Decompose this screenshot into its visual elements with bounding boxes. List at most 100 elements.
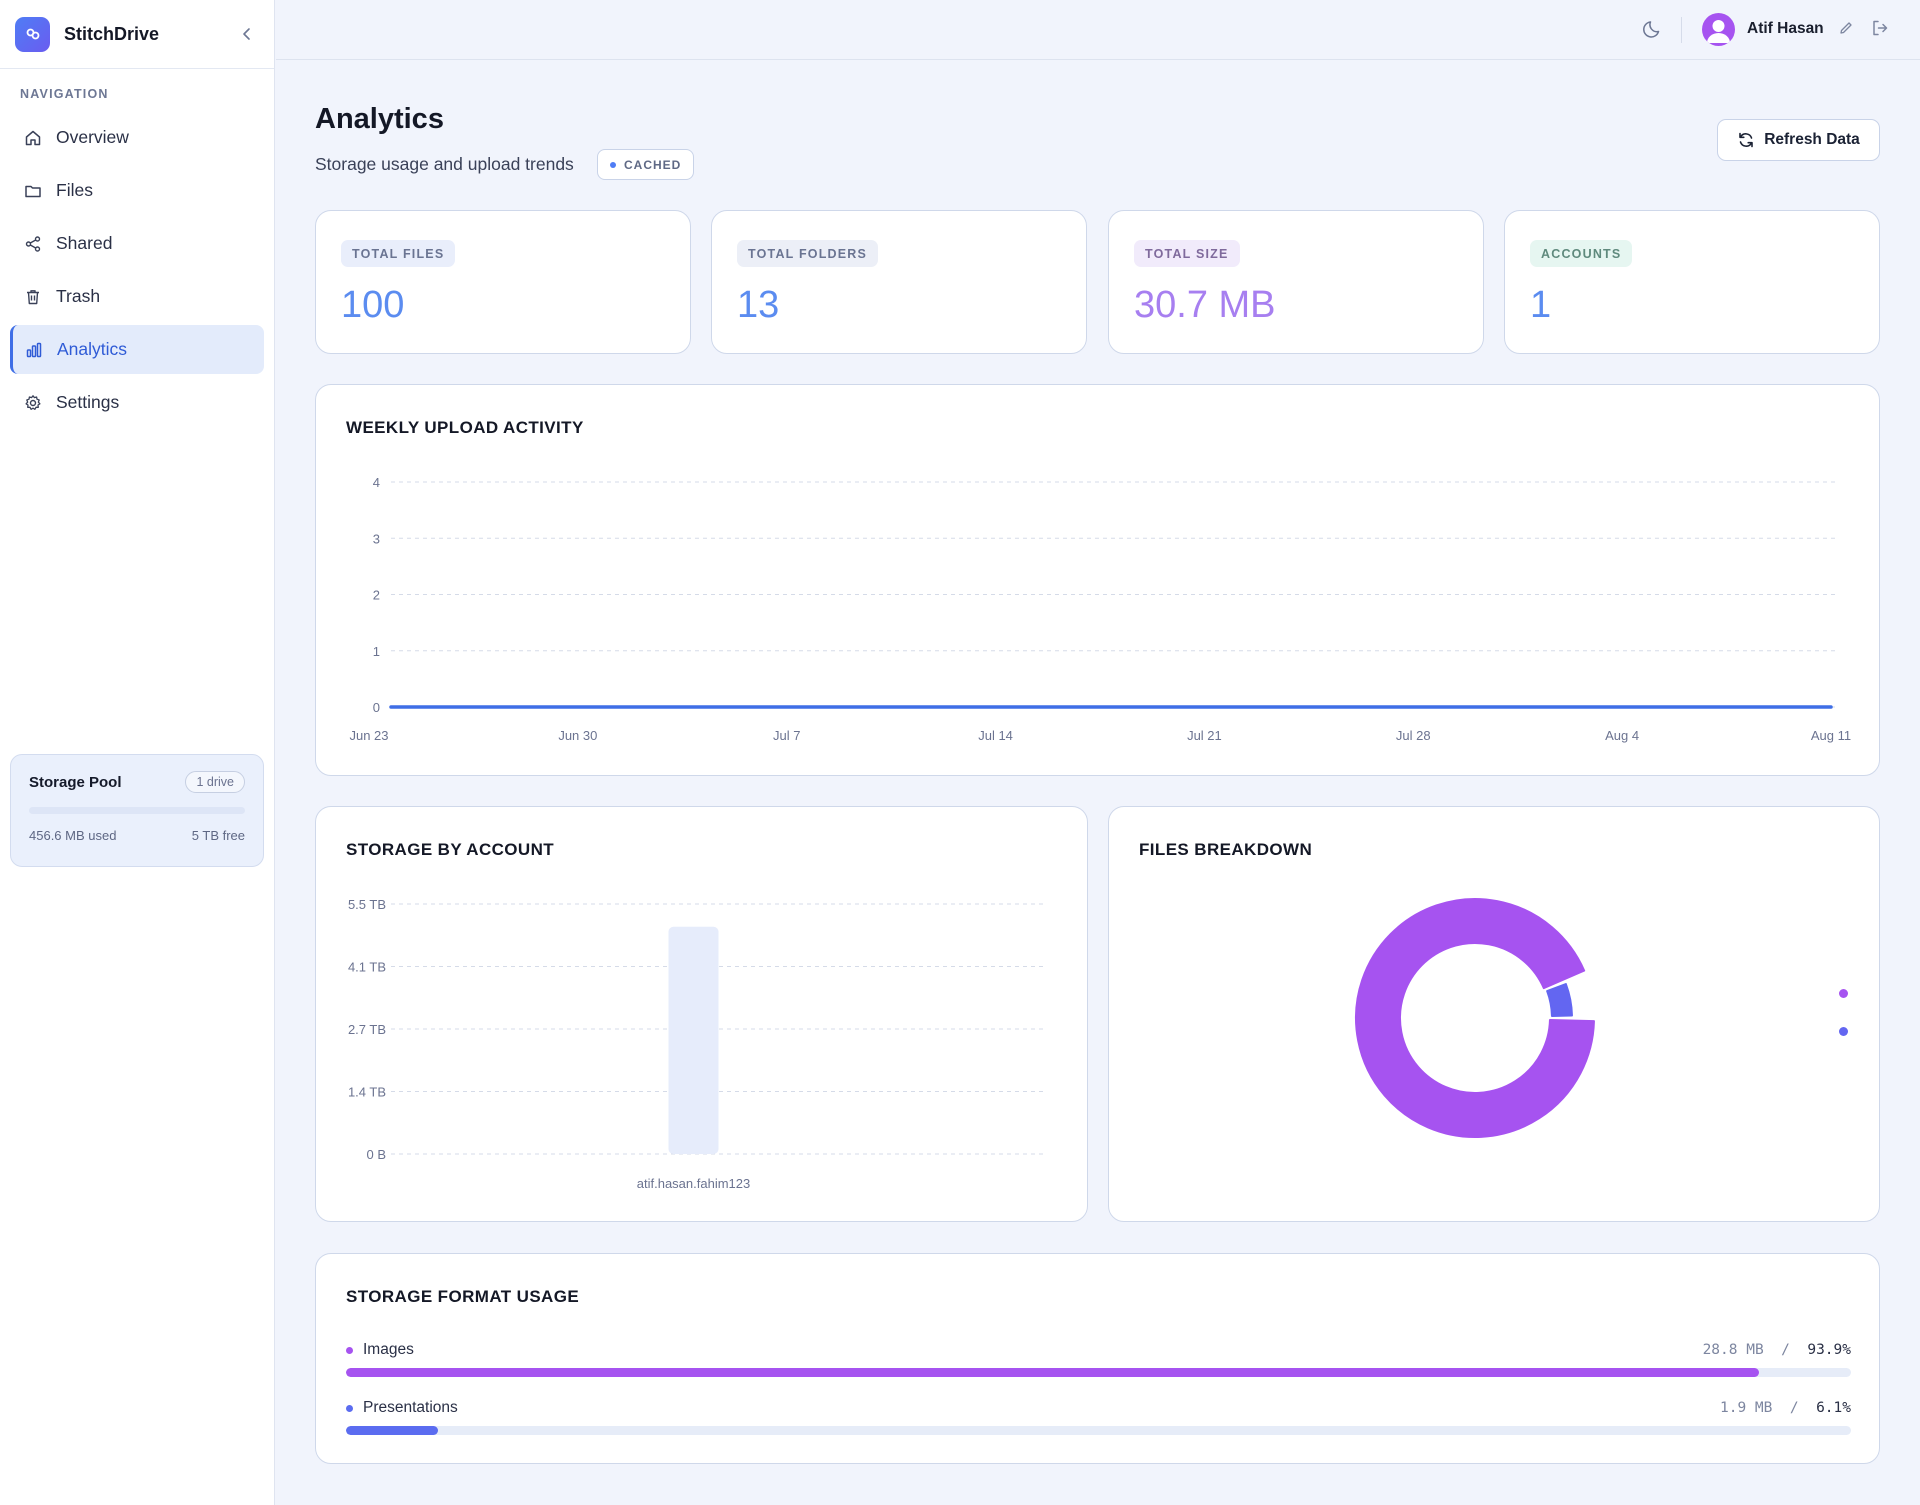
- moon-icon: [1643, 21, 1660, 38]
- sidebar-item-label: Shared: [56, 233, 113, 253]
- sidebar-item-label: Analytics: [57, 339, 128, 359]
- sidebar-item-label: Overview: [56, 127, 129, 147]
- format-progress-fill: [346, 1368, 1760, 1377]
- top-bar: Atif Hasan: [276, 0, 1920, 60]
- logout-icon: [1873, 20, 1888, 36]
- user-name: Atif Hasan: [1747, 20, 1824, 37]
- page-title: Analytics: [315, 103, 444, 135]
- pencil-icon: [1840, 22, 1852, 34]
- page-subtitle: Storage usage and upload trends: [315, 154, 574, 174]
- divider: [1681, 17, 1682, 43]
- y-tick-label: 4.1 TB: [348, 960, 386, 975]
- card-title: WEEKLY UPLOAD ACTIVITY: [346, 418, 584, 437]
- y-tick-label: 4: [373, 475, 380, 490]
- format-dot: [346, 1346, 353, 1354]
- separator: /: [1781, 1342, 1790, 1358]
- stat-value: 30.7 MB: [1134, 284, 1276, 326]
- edit-profile-button[interactable]: [1838, 20, 1856, 38]
- storage-by-account-card: STORAGE BY ACCOUNT 0 B 1.4 TB 2.7 TB 4.1 TB…: [315, 806, 1088, 1222]
- y-tick-label: 1.4 TB: [348, 1085, 386, 1100]
- bar: [668, 926, 719, 1154]
- y-tick-label: 1: [373, 644, 380, 659]
- logout-button[interactable]: [1870, 18, 1892, 40]
- x-tick-label: Jul 7: [773, 728, 800, 743]
- sidebar-item-shared[interactable]: Shared: [10, 219, 264, 268]
- refresh-data-button[interactable]: Refresh Data: [1717, 119, 1880, 161]
- stat-value: 100: [341, 284, 405, 326]
- cached-badge: CACHED: [597, 149, 695, 180]
- format-dot: [346, 1404, 353, 1412]
- y-tick-label: 3: [373, 531, 380, 546]
- sidebar-item-label: Trash: [56, 286, 101, 306]
- app-name: StitchDrive: [64, 23, 160, 44]
- storage-pool-title: Storage Pool: [29, 773, 122, 791]
- trash-icon: [22, 286, 44, 308]
- storage-format-card: STORAGE FORMAT USAGE Images 28.8 MB / 93…: [315, 1253, 1880, 1464]
- brand-bar: StitchDrive: [0, 0, 274, 69]
- y-tick-label: 2.7 TB: [348, 1022, 386, 1037]
- card-title: FILES BREAKDOWN: [1139, 840, 1313, 859]
- format-name: Presentations: [363, 1399, 458, 1416]
- weekly-upload-card: WEEKLY UPLOAD ACTIVITY 0 1 2 3 4 Jun 23 Jun 30…: [315, 384, 1880, 776]
- x-tick-label: Aug 11: [1811, 728, 1851, 743]
- status-dot: [610, 161, 616, 168]
- collapse-sidebar-button[interactable]: [235, 22, 259, 46]
- theme-toggle-button[interactable]: [1642, 18, 1666, 42]
- sidebar-item-files[interactable]: Files: [10, 166, 264, 215]
- drive-count-badge: 1 drive: [185, 771, 245, 793]
- format-size: 1.9 MB: [1720, 1400, 1773, 1416]
- format-row-presentations: Presentations 1.9 MB / 6.1%: [346, 1398, 1851, 1435]
- legend-dot: [1839, 1027, 1848, 1036]
- format-progress: [346, 1426, 1851, 1435]
- format-row-images: Images 28.8 MB / 93.9%: [346, 1340, 1851, 1377]
- refresh-label: Refresh Data: [1764, 131, 1860, 148]
- y-tick-label: 0: [373, 700, 380, 715]
- legend-dot: [1839, 989, 1848, 998]
- stat-label: TOTAL FILES: [341, 240, 456, 267]
- stat-card-total-size: TOTAL SIZE 30.7 MB: [1108, 210, 1484, 354]
- sidebar-item-overview[interactable]: Overview: [10, 113, 264, 162]
- files-breakdown-chart: [1355, 898, 1595, 1138]
- share-icon: [22, 233, 44, 255]
- storage-pool-progress: [29, 807, 245, 814]
- x-tick-label: atif.hasan.fahim123: [637, 1176, 750, 1191]
- sidebar-item-trash[interactable]: Trash: [10, 272, 264, 321]
- weekly-upload-chart: 0 1 2 3 4 Jun 23 Jun 30 Jul 7 Jul 14 Jul 21 Jul 28…: [349, 475, 1851, 743]
- sidebar-item-analytics[interactable]: Analytics: [10, 325, 264, 374]
- stat-label: TOTAL FOLDERS: [737, 240, 879, 267]
- pie-slice: [1546, 983, 1573, 1017]
- card-title: STORAGE BY ACCOUNT: [346, 840, 555, 859]
- storage-pool-card: Storage Pool 1 drive 456.6 MB used 5 TB …: [10, 754, 264, 867]
- card-title: STORAGE FORMAT USAGE: [346, 1287, 580, 1306]
- format-percent: 6.1%: [1816, 1400, 1851, 1416]
- pie-slice: [1355, 898, 1595, 1138]
- y-tick-label: 5.5 TB: [348, 897, 386, 912]
- stat-label: ACCOUNTS: [1530, 240, 1633, 267]
- format-progress: [346, 1368, 1851, 1377]
- logo-icon: [15, 16, 50, 52]
- y-tick-label: 2: [373, 588, 380, 603]
- sidebar-item-settings[interactable]: Settings: [10, 378, 264, 427]
- x-tick-label: Jul 14: [978, 728, 1013, 743]
- x-tick-label: Jul 21: [1187, 728, 1222, 743]
- folder-icon: [22, 180, 44, 202]
- stat-card-total-files: TOTAL FILES 100: [315, 210, 691, 354]
- chevron-left-icon: [243, 28, 250, 40]
- sidebar-item-label: Files: [56, 180, 93, 200]
- format-size: 28.8 MB: [1702, 1342, 1764, 1358]
- separator: /: [1789, 1400, 1799, 1416]
- x-tick-label: Aug 4: [1605, 728, 1639, 743]
- y-tick-label: 0 B: [366, 1147, 386, 1162]
- format-progress-fill: [346, 1426, 438, 1435]
- gear-icon: [22, 392, 44, 414]
- home-icon: [22, 127, 44, 149]
- x-tick-label: Jun 30: [558, 728, 597, 743]
- storage-by-account-chart: 0 B 1.4 TB 2.7 TB 4.1 TB 5.5 TB atif.hasan.fa…: [348, 897, 1046, 1191]
- nav-heading: NAVIGATION: [20, 87, 109, 101]
- avatar[interactable]: [1702, 13, 1735, 46]
- storage-used: 456.6 MB used: [29, 828, 117, 843]
- stat-label: TOTAL SIZE: [1134, 240, 1240, 267]
- refresh-icon: [1739, 132, 1753, 148]
- stat-value: 1: [1530, 284, 1552, 326]
- bar-chart-icon: [23, 339, 45, 361]
